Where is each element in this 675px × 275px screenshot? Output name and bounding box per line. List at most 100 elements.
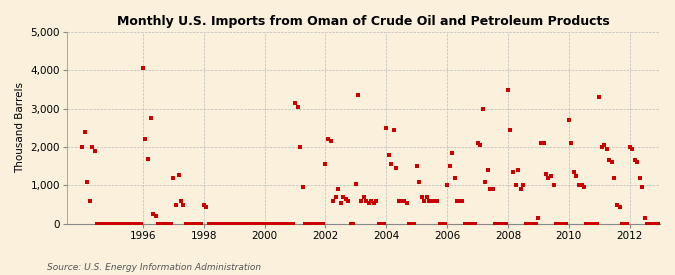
Point — [128, 222, 138, 226]
Point — [288, 222, 298, 226]
Point — [206, 222, 217, 226]
Point — [589, 222, 599, 226]
Point — [551, 222, 562, 226]
Point — [112, 222, 123, 226]
Point — [265, 222, 275, 226]
Point — [254, 222, 265, 226]
Point — [629, 158, 640, 163]
Point — [533, 216, 544, 220]
Point — [232, 222, 242, 226]
Point — [246, 222, 257, 226]
Point — [439, 222, 450, 226]
Point — [482, 168, 493, 172]
Point — [432, 199, 443, 203]
Point — [632, 160, 643, 165]
Point — [330, 195, 341, 199]
Point — [82, 179, 92, 184]
Point — [236, 222, 247, 226]
Point — [371, 199, 381, 203]
Point — [350, 181, 361, 186]
Point — [381, 126, 392, 130]
Point — [383, 153, 394, 157]
Point — [302, 222, 313, 226]
Point — [389, 128, 400, 132]
Point — [120, 222, 131, 226]
Point — [495, 222, 506, 226]
Point — [295, 145, 306, 149]
Point — [140, 137, 151, 142]
Point — [244, 222, 255, 226]
Point — [487, 187, 498, 191]
Point — [181, 222, 192, 226]
Point — [151, 214, 161, 218]
Point — [485, 187, 495, 191]
Point — [335, 200, 346, 205]
Point — [272, 222, 283, 226]
Point — [531, 222, 541, 226]
Point — [148, 212, 159, 216]
Point — [543, 175, 554, 180]
Point — [209, 222, 219, 226]
Point — [163, 222, 173, 226]
Point — [586, 222, 597, 226]
Point — [138, 66, 148, 71]
Point — [538, 141, 549, 145]
Point — [523, 222, 534, 226]
Point — [497, 222, 508, 226]
Point — [307, 222, 318, 226]
Point — [132, 222, 143, 226]
Point — [424, 199, 435, 203]
Point — [122, 222, 133, 226]
Point — [561, 222, 572, 226]
Point — [467, 222, 478, 226]
Point — [566, 141, 576, 145]
Point — [305, 222, 316, 226]
Point — [464, 222, 475, 226]
Point — [325, 139, 336, 144]
Point — [100, 222, 111, 226]
Point — [460, 222, 470, 226]
Point — [204, 222, 215, 226]
Point — [454, 199, 465, 203]
Point — [401, 200, 412, 205]
Point — [275, 222, 286, 226]
Point — [508, 170, 518, 174]
Point — [548, 183, 559, 188]
Point — [528, 222, 539, 226]
Point — [472, 141, 483, 145]
Point — [500, 222, 511, 226]
Point — [622, 222, 632, 226]
Point — [512, 168, 523, 172]
Point — [90, 149, 101, 153]
Point — [554, 222, 564, 226]
Point — [637, 185, 648, 189]
Point — [419, 199, 430, 203]
Point — [581, 222, 592, 226]
Point — [475, 143, 485, 147]
Point — [614, 204, 625, 209]
Point — [229, 222, 240, 226]
Point — [480, 179, 491, 184]
Point — [292, 104, 303, 109]
Point — [596, 145, 607, 149]
Point — [624, 145, 635, 149]
Point — [310, 222, 321, 226]
Point — [297, 185, 308, 189]
Point — [216, 222, 227, 226]
Point — [318, 222, 329, 226]
Title: Monthly U.S. Imports from Oman of Crude Oil and Petroleum Products: Monthly U.S. Imports from Oman of Crude … — [117, 15, 610, 28]
Point — [363, 200, 374, 205]
Point — [249, 222, 260, 226]
Point — [242, 222, 252, 226]
Point — [576, 183, 587, 188]
Point — [368, 200, 379, 205]
Point — [77, 145, 88, 149]
Point — [604, 158, 615, 163]
Point — [153, 222, 163, 226]
Point — [647, 222, 658, 226]
Point — [462, 222, 473, 226]
Point — [470, 222, 481, 226]
Point — [219, 222, 230, 226]
Point — [282, 222, 293, 226]
Point — [259, 222, 270, 226]
